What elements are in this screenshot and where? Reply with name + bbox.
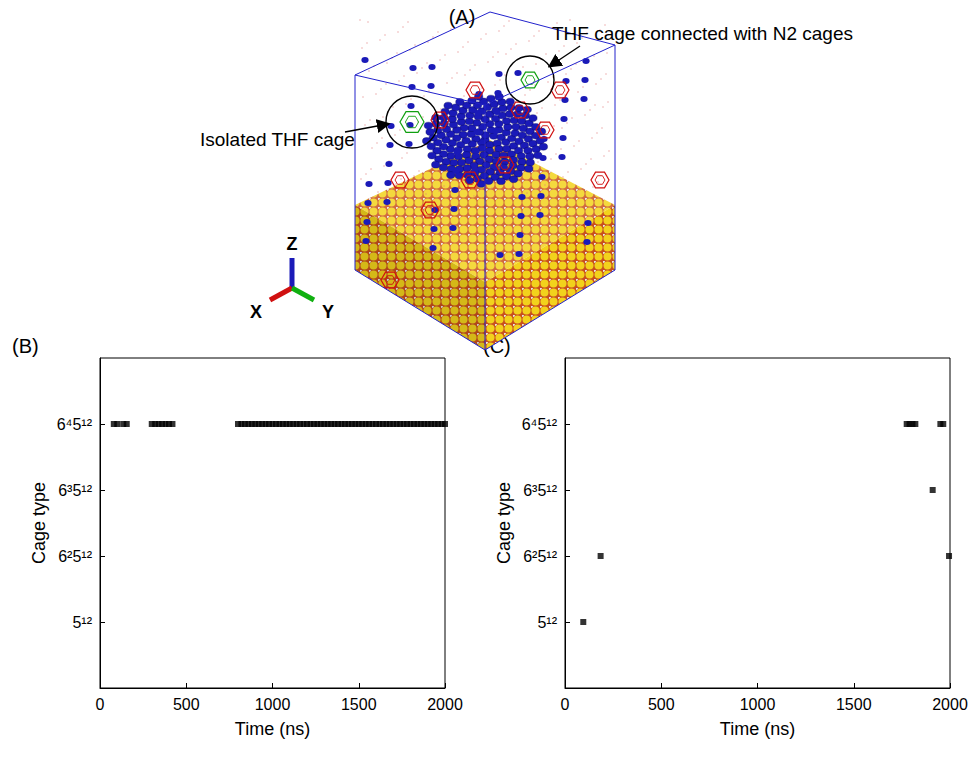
svg-text:1500: 1500 <box>836 696 872 713</box>
svg-text:0: 0 <box>96 696 105 713</box>
svg-text:THF cage connected with N2 cag: THF cage connected with N2 cages <box>552 23 853 44</box>
svg-text:6²5¹²: 6²5¹² <box>523 548 557 565</box>
svg-text:(B): (B) <box>12 335 39 357</box>
svg-text:500: 500 <box>648 696 675 713</box>
svg-text:5¹²: 5¹² <box>537 614 557 631</box>
svg-text:5¹²: 5¹² <box>72 614 92 631</box>
svg-text:Time (ns): Time (ns) <box>720 719 795 739</box>
svg-text:6²5¹²: 6²5¹² <box>58 548 92 565</box>
svg-text:2000: 2000 <box>932 696 968 713</box>
svg-text:Cage type: Cage type <box>29 482 49 564</box>
svg-text:(C): (C) <box>483 335 511 357</box>
svg-text:Z: Z <box>287 234 298 254</box>
svg-text:Cage type: Cage type <box>494 482 514 564</box>
svg-text:500: 500 <box>173 696 200 713</box>
svg-text:Isolated THF cage: Isolated THF cage <box>200 129 355 150</box>
svg-text:6⁴5¹²: 6⁴5¹² <box>57 416 93 433</box>
svg-text:6³5¹²: 6³5¹² <box>523 482 557 499</box>
svg-text:2000: 2000 <box>427 696 463 713</box>
svg-text:Y: Y <box>322 302 334 322</box>
svg-text:Time (ns): Time (ns) <box>235 719 310 739</box>
svg-text:X: X <box>250 302 262 322</box>
svg-text:1000: 1000 <box>255 696 291 713</box>
svg-text:6⁴5¹²: 6⁴5¹² <box>522 416 558 433</box>
svg-text:1000: 1000 <box>740 696 776 713</box>
svg-text:(A): (A) <box>449 6 476 28</box>
svg-text:0: 0 <box>561 696 570 713</box>
svg-text:6³5¹²: 6³5¹² <box>58 482 92 499</box>
svg-text:1500: 1500 <box>341 696 377 713</box>
